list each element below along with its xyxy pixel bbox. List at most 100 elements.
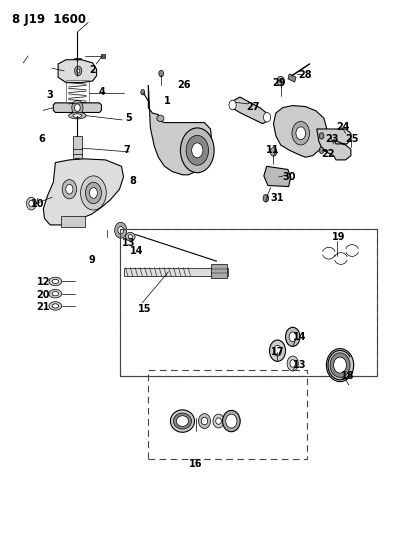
Circle shape [273,345,282,356]
Ellipse shape [49,277,62,286]
Circle shape [118,227,124,234]
Circle shape [286,327,300,346]
Text: 23: 23 [325,134,339,143]
Text: 14: 14 [293,332,307,342]
Circle shape [85,182,101,204]
Bar [61,216,85,227]
Text: 12: 12 [36,278,50,287]
Text: 21: 21 [36,302,50,312]
Circle shape [186,135,209,165]
Text: 26: 26 [177,80,190,90]
Ellipse shape [173,413,192,429]
Ellipse shape [326,349,354,382]
Circle shape [263,112,271,122]
Text: 19: 19 [332,232,346,242]
Circle shape [287,356,298,371]
Bar [101,54,105,58]
Bar [288,74,296,82]
Polygon shape [317,129,351,160]
Ellipse shape [49,289,62,298]
Circle shape [159,70,164,77]
Text: 15: 15 [138,304,152,314]
Text: 18: 18 [341,371,355,381]
Text: 17: 17 [271,347,284,357]
Circle shape [290,360,296,367]
Circle shape [229,100,236,110]
Text: 28: 28 [298,70,312,79]
Text: 7: 7 [123,146,130,155]
Polygon shape [58,60,97,83]
Text: 16: 16 [189,459,203,469]
Text: 25: 25 [345,134,359,143]
Ellipse shape [128,235,132,239]
Bar [124,268,228,276]
Ellipse shape [170,410,194,432]
Ellipse shape [52,304,59,308]
Ellipse shape [216,418,221,424]
Text: 27: 27 [246,102,259,111]
Text: 11: 11 [266,146,279,155]
Text: 13: 13 [122,238,135,247]
Bar [73,136,82,160]
Text: 10: 10 [31,199,45,208]
Text: 1: 1 [164,96,171,106]
Ellipse shape [226,414,237,428]
Bar [66,80,89,104]
Circle shape [292,122,310,145]
Circle shape [115,222,127,238]
Ellipse shape [49,302,62,310]
Polygon shape [264,166,291,187]
Circle shape [319,147,324,154]
Text: 20: 20 [36,290,50,300]
Circle shape [75,104,80,111]
Ellipse shape [52,279,59,284]
Ellipse shape [141,90,145,95]
Circle shape [89,188,97,198]
Ellipse shape [198,414,211,429]
Text: 30: 30 [282,172,296,182]
Circle shape [277,76,284,86]
Ellipse shape [157,115,164,122]
Polygon shape [148,85,212,175]
Text: 13: 13 [293,360,307,370]
Polygon shape [231,97,269,124]
Ellipse shape [176,416,188,426]
Circle shape [319,133,324,139]
Ellipse shape [213,414,224,428]
Circle shape [263,195,269,202]
Text: 6: 6 [39,134,45,143]
Text: 5: 5 [125,114,132,123]
Ellipse shape [52,292,59,296]
Bar [148,370,307,459]
Ellipse shape [334,357,346,373]
Ellipse shape [330,353,350,377]
Circle shape [269,340,286,361]
Bar [211,264,227,278]
Circle shape [296,127,306,140]
Ellipse shape [223,410,240,432]
Text: 24: 24 [336,122,350,132]
Circle shape [289,332,296,342]
Circle shape [81,176,106,210]
Text: 4: 4 [99,87,105,97]
Circle shape [26,197,36,210]
Bar [120,229,377,376]
Ellipse shape [126,232,135,241]
Circle shape [66,184,73,194]
Polygon shape [43,159,124,225]
Polygon shape [273,106,327,157]
Text: 31: 31 [271,193,284,203]
Ellipse shape [73,158,81,164]
Ellipse shape [73,114,82,118]
Text: 3: 3 [47,90,53,100]
Circle shape [62,180,77,199]
Text: 8: 8 [129,176,136,186]
Circle shape [29,200,34,207]
Circle shape [72,100,83,115]
Circle shape [75,66,82,76]
Text: 22: 22 [321,149,335,158]
Ellipse shape [201,417,208,425]
Text: 8 J19  1600: 8 J19 1600 [12,13,86,26]
Circle shape [77,69,80,73]
Bar [74,58,81,61]
